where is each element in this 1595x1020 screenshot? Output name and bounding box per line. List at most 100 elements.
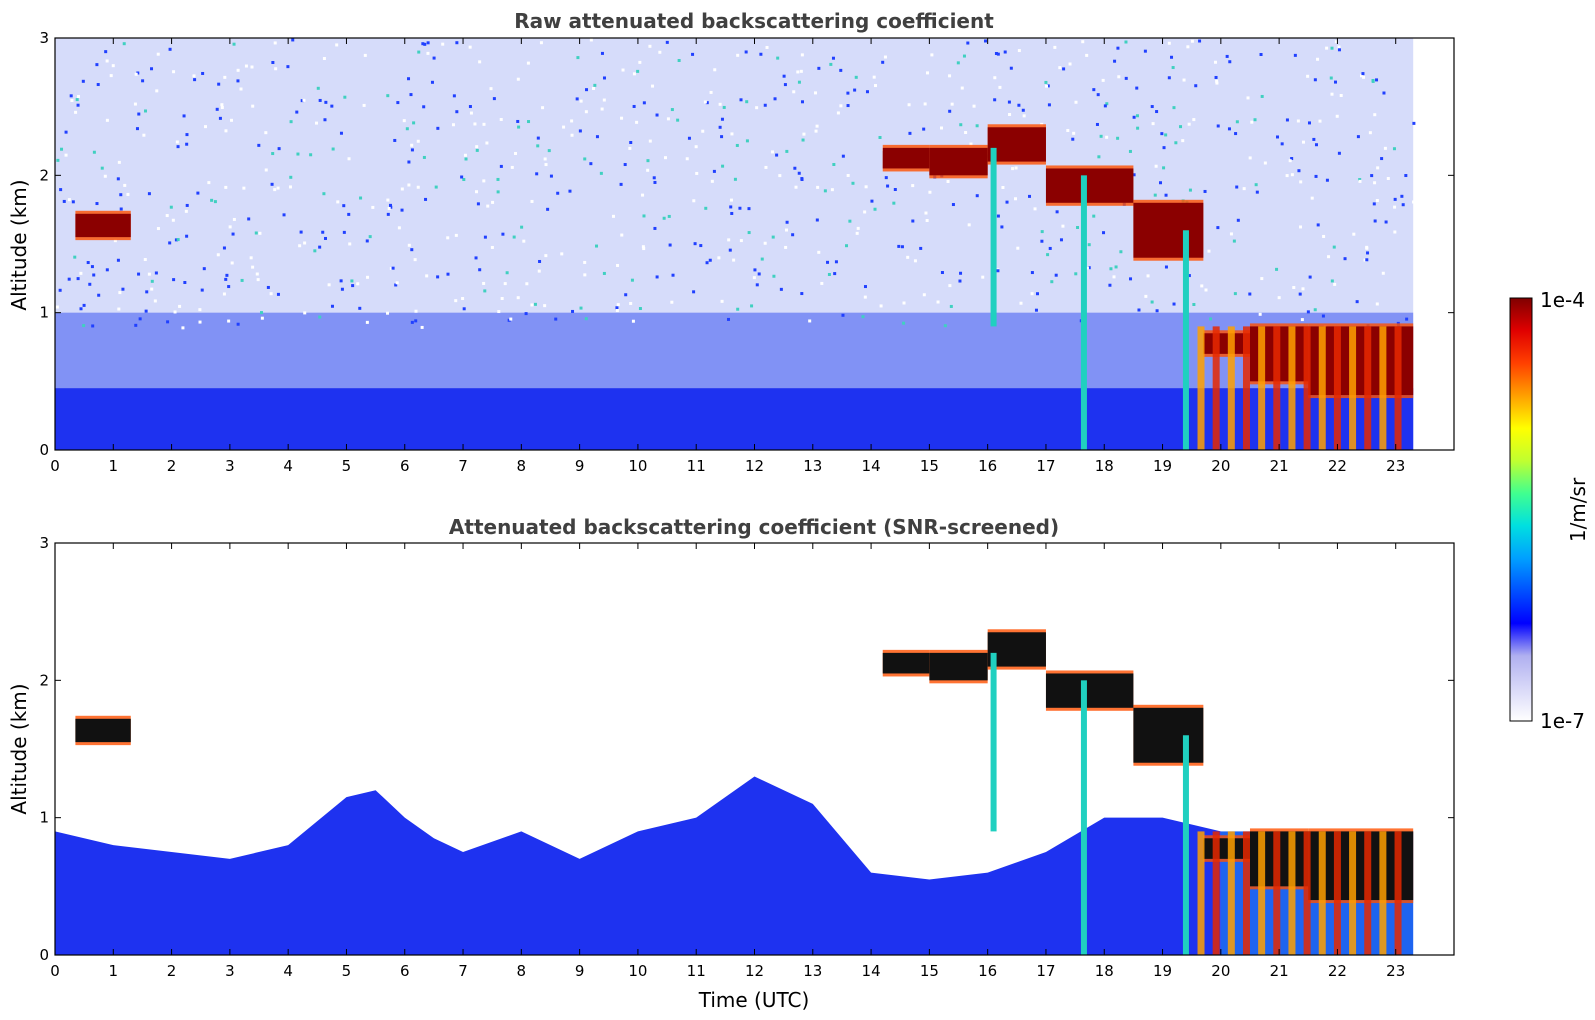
noise-pixel	[1356, 135, 1360, 139]
noise-pixel	[930, 53, 934, 57]
noise-pixel	[414, 309, 418, 313]
noise-pixel	[785, 149, 789, 153]
noise-pixel	[602, 271, 606, 275]
noise-pixel	[1035, 292, 1039, 296]
noise-pixel	[1327, 255, 1331, 259]
noise-pixel	[1101, 78, 1105, 82]
noise-pixel	[648, 139, 652, 143]
noise-pixel	[510, 165, 514, 169]
noise-pixel	[892, 201, 896, 205]
noise-pixel	[1030, 271, 1034, 275]
noise-pixel	[136, 71, 140, 75]
noise-pixel	[958, 279, 962, 283]
noise-pixel	[602, 76, 606, 80]
noise-pixel	[1375, 302, 1379, 306]
noise-pixel	[1332, 245, 1336, 249]
noise-pixel	[1129, 277, 1133, 281]
noise-pixel	[950, 102, 954, 106]
precip-column	[1349, 326, 1357, 450]
noise-pixel	[517, 125, 521, 129]
noise-pixel	[95, 63, 99, 67]
noise-pixel	[778, 174, 782, 178]
virga-streak	[990, 652, 997, 832]
noise-pixel	[1072, 131, 1076, 135]
noise-pixel	[962, 54, 966, 58]
x-tick-label: 10	[628, 962, 647, 980]
noise-pixel	[1014, 166, 1018, 170]
noise-pixel	[797, 80, 801, 84]
noise-pixel	[1150, 300, 1154, 304]
noise-pixel	[62, 199, 66, 203]
noise-pixel	[1253, 118, 1257, 122]
noise-pixel	[667, 214, 671, 218]
noise-pixel	[908, 131, 912, 135]
noise-pixel	[339, 279, 343, 283]
noise-pixel	[663, 156, 667, 160]
noise-pixel	[69, 94, 73, 98]
noise-pixel	[1059, 238, 1063, 242]
noise-pixel	[200, 288, 204, 292]
noise-pixel	[421, 42, 425, 46]
x-tick-label: 3	[225, 962, 235, 980]
noise-pixel	[295, 110, 299, 114]
noise-pixel	[150, 287, 154, 291]
cloud-layer	[987, 127, 1046, 162]
noise-pixel	[975, 124, 979, 128]
noise-pixel	[1153, 193, 1157, 197]
noise-pixel	[516, 296, 520, 300]
noise-pixel	[784, 245, 788, 249]
noise-pixel	[546, 207, 550, 211]
x-tick-label: 22	[1328, 457, 1347, 475]
noise-pixel	[814, 129, 818, 133]
noise-pixel	[386, 94, 390, 98]
noise-pixel	[96, 83, 100, 87]
noise-pixel	[735, 143, 739, 147]
noise-pixel	[579, 99, 583, 103]
noise-pixel	[499, 164, 503, 168]
noise-pixel	[1308, 275, 1312, 279]
noise-pixel	[922, 127, 926, 131]
noise-pixel	[92, 273, 96, 277]
noise-pixel	[906, 255, 910, 259]
noise-pixel	[184, 209, 188, 213]
noise-pixel	[720, 135, 724, 139]
noise-pixel	[75, 98, 79, 102]
noise-pixel	[277, 147, 281, 151]
noise-pixel	[996, 52, 1000, 56]
noise-pixel	[232, 217, 236, 221]
precip-column	[1318, 326, 1326, 450]
noise-pixel	[351, 284, 355, 288]
noise-pixel	[1250, 120, 1254, 124]
noise-pixel	[1033, 207, 1037, 211]
noise-pixel	[820, 281, 824, 285]
noise-pixel	[1313, 78, 1317, 82]
noise-pixel	[88, 282, 92, 286]
noise-pixel	[960, 86, 964, 90]
noise-pixel	[1046, 84, 1050, 88]
noise-pixel	[646, 159, 650, 163]
x-tick-label: 5	[342, 457, 352, 475]
noise-pixel	[620, 233, 624, 237]
noise-pixel	[923, 102, 927, 106]
noise-pixel	[543, 157, 547, 161]
noise-pixel	[1232, 239, 1236, 243]
noise-pixel	[121, 287, 125, 291]
noise-pixel	[1275, 267, 1279, 271]
noise-pixel	[175, 140, 179, 144]
noise-pixel	[1109, 267, 1113, 271]
noise-pixel	[975, 194, 979, 198]
noise-pixel	[313, 249, 317, 253]
noise-pixel	[1376, 166, 1380, 170]
noise-pixel	[185, 203, 189, 207]
noise-pixel	[1008, 113, 1012, 117]
noise-pixel	[1030, 292, 1034, 296]
noise-pixel	[940, 271, 944, 275]
noise-pixel	[1214, 75, 1218, 79]
noise-pixel	[1053, 45, 1057, 49]
noise-pixel	[82, 324, 86, 328]
x-tick-label: 20	[1211, 962, 1230, 980]
noise-pixel	[204, 125, 208, 129]
noise-pixel	[220, 103, 224, 107]
noise-pixel	[632, 104, 636, 108]
